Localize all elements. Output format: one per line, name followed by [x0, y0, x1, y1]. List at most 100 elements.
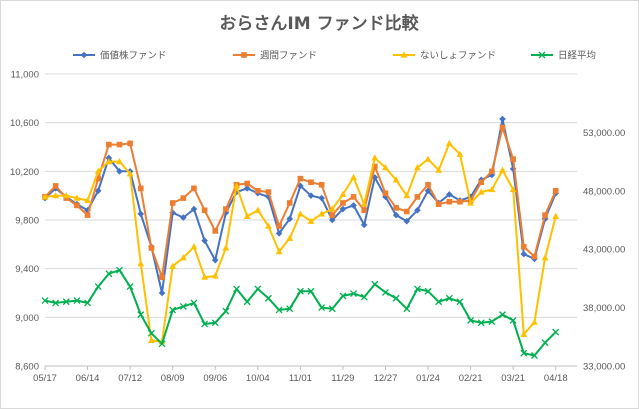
data-point: [541, 339, 549, 347]
data-point: [52, 183, 59, 189]
data-point: [296, 287, 304, 295]
data-point: [137, 260, 145, 267]
x-tick-label: 11/29: [331, 373, 354, 384]
data-point: [360, 293, 368, 301]
data-point: [158, 340, 166, 348]
gridlines: [45, 73, 577, 318]
y-right-tick-label: 33,000.00: [583, 362, 625, 373]
axes: 8,600 9,000 9,400 9,800 10,200 10,600 11,000 33…: [10, 70, 625, 385]
data-point: [414, 164, 421, 171]
data-point: [105, 270, 113, 278]
data-point: [509, 316, 517, 324]
data-point: [393, 205, 399, 211]
data-point: [201, 237, 208, 244]
y-right-tick-label: 53,000.00: [583, 128, 625, 139]
data-point: [233, 182, 240, 189]
y-right-tick-label: 48,000.00: [583, 186, 625, 197]
data-point: [223, 206, 229, 212]
data-point: [243, 212, 251, 219]
data-point: [541, 254, 549, 261]
data-point: [255, 188, 261, 194]
y-right-tick-label: 43,000.00: [583, 245, 625, 256]
data-point: [371, 174, 379, 181]
data-point: [478, 179, 485, 186]
y-left-tick-label: 8,600: [15, 362, 39, 373]
data-point: [424, 187, 432, 195]
data-point: [190, 243, 198, 250]
data-point: [403, 208, 410, 215]
legend-label: 価値株ファンド: [100, 50, 167, 62]
data-point: [414, 194, 421, 200]
data-point: [222, 307, 230, 315]
data-point: [147, 329, 155, 337]
data-point: [308, 179, 314, 186]
data-point: [435, 298, 443, 306]
data-point: [201, 320, 209, 328]
data-point: [106, 141, 112, 148]
data-point: [297, 175, 304, 182]
data-point: [350, 173, 357, 181]
data-point: [328, 205, 336, 212]
data-point: [286, 200, 293, 206]
data-point: [328, 216, 336, 224]
legend-label: 日経平均: [558, 50, 596, 62]
data-point: [191, 185, 197, 192]
data-point: [499, 124, 506, 131]
data-point: [467, 316, 475, 324]
legend-entry: 週間ファンド: [233, 50, 317, 62]
legend-entry: ないしょファンド: [393, 51, 496, 62]
data-point: [179, 254, 187, 261]
data-point: [233, 285, 240, 293]
data-point: [169, 200, 176, 206]
data-point: [179, 302, 187, 310]
data-point: [276, 223, 282, 229]
data-point: [489, 168, 495, 175]
data-point: [41, 193, 49, 200]
series-4: [41, 266, 560, 359]
data-point: [350, 290, 358, 298]
data-point: [542, 212, 548, 218]
data-point: [84, 196, 91, 204]
data-point: [201, 207, 208, 214]
series-line: [44, 142, 557, 343]
data-point: [148, 245, 155, 251]
data-point: [212, 228, 219, 234]
data-point: [467, 199, 474, 206]
data-point: [360, 221, 368, 229]
data-point: [424, 155, 432, 162]
data-point: [392, 294, 400, 302]
data-point: [318, 210, 326, 217]
data-point: [222, 209, 230, 216]
data-point: [435, 201, 442, 207]
data-point: [41, 297, 49, 305]
data-point: [382, 164, 389, 171]
data-point: [510, 156, 516, 162]
data-point: [84, 299, 92, 307]
data-point: [148, 336, 155, 344]
data-point: [552, 188, 559, 194]
series-layer: [41, 115, 560, 359]
data-point: [211, 319, 219, 327]
data-point: [222, 244, 230, 251]
data-point: [307, 217, 315, 224]
data-point: [73, 297, 81, 305]
y-left-tick-label: 9,400: [15, 264, 39, 275]
series-3: [41, 139, 560, 345]
y-left-tick-label: 11,000: [11, 70, 39, 81]
series-2: [42, 124, 559, 280]
data-point: [94, 283, 102, 291]
data-point: [328, 305, 336, 313]
data-point: [457, 198, 463, 205]
data-point: [127, 140, 133, 147]
data-point: [520, 250, 528, 258]
x-tick-label: 03/21: [501, 373, 525, 384]
data-point: [169, 306, 177, 314]
data-point: [552, 328, 560, 336]
legend-entry: 価値株ファンド: [73, 50, 167, 62]
data-point: [403, 305, 411, 313]
x-tick-label: 01/24: [416, 373, 440, 384]
legend: 価値株ファンド 週間ファンド ないしょファンド 日経平均: [73, 50, 596, 62]
x-tick-label: 02/21: [459, 373, 483, 384]
data-point: [307, 287, 315, 295]
data-point: [190, 299, 198, 307]
